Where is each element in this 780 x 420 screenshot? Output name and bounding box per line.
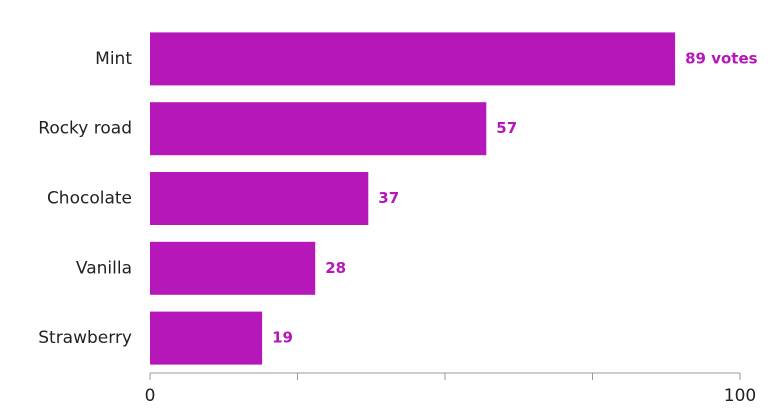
value-label: 19 — [272, 329, 293, 347]
y-tick-label: Rocky road — [38, 119, 132, 139]
bar — [150, 102, 487, 156]
x-tick-label: 100 — [724, 386, 756, 406]
bar — [150, 311, 263, 365]
bar — [150, 32, 676, 86]
value-label: 89 votes — [685, 49, 758, 67]
bar — [150, 241, 316, 295]
value-label: 57 — [496, 119, 517, 137]
value-label: 37 — [378, 189, 399, 207]
bar — [150, 172, 369, 225]
y-tick-label: Chocolate — [47, 189, 132, 209]
y-tick-label: Vanilla — [76, 258, 132, 278]
y-tick-label: Mint — [95, 49, 132, 69]
x-tick-label: 0 — [145, 386, 156, 406]
value-label: 28 — [325, 259, 346, 277]
y-tick-label: Strawberry — [38, 328, 132, 348]
